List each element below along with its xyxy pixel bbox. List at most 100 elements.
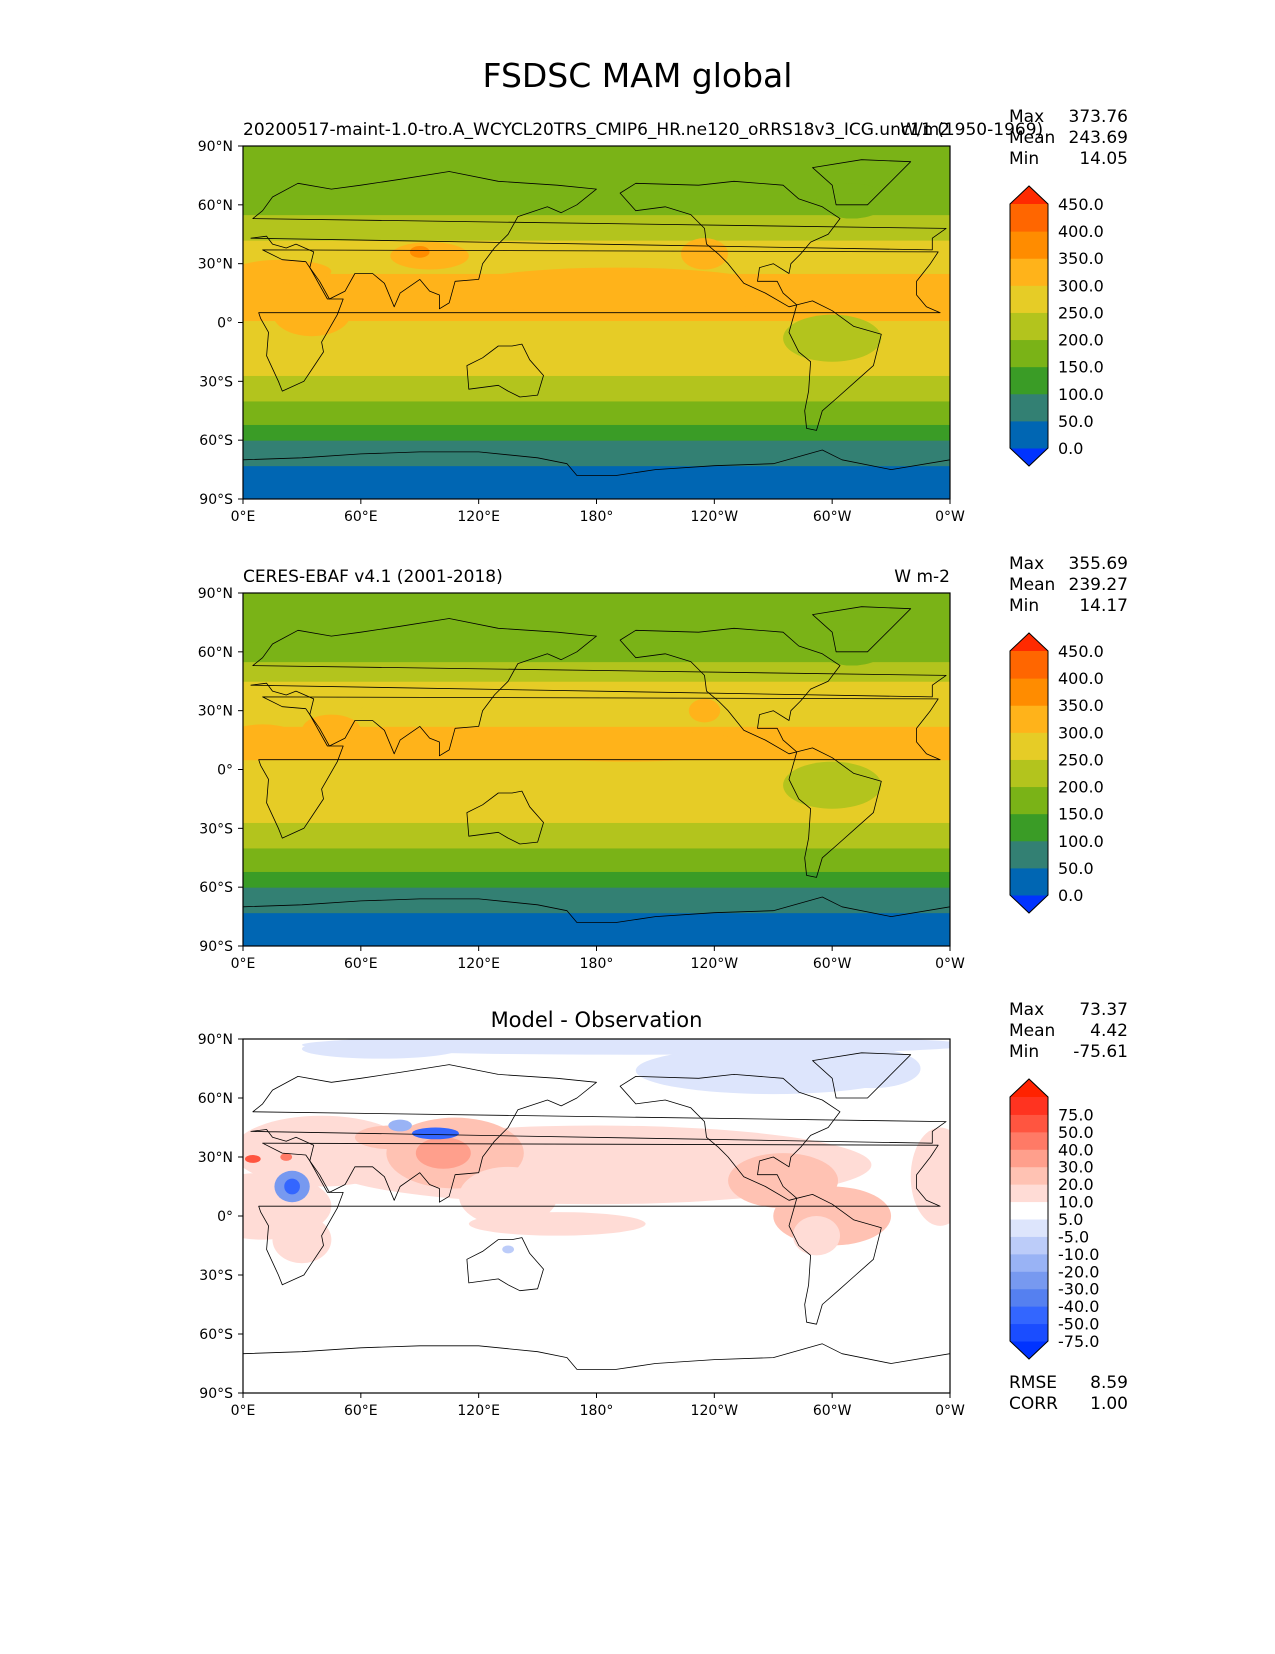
colorbar-label: -10.0: [1058, 1245, 1099, 1264]
y-tick-label: 90°N: [198, 139, 233, 155]
colorbar-segment: [1010, 786, 1048, 815]
value-band: [243, 424, 950, 441]
value-region: [688, 698, 721, 723]
y-tick-label: 60°S: [199, 880, 233, 896]
value-region: [816, 630, 888, 666]
coastline-antarctica: [243, 449, 950, 499]
value-band: [243, 400, 950, 425]
colorbar-label: 10.0: [1058, 1193, 1094, 1212]
x-tick-label: 120°E: [457, 1403, 500, 1419]
value-region: [243, 724, 302, 756]
stat-value: 239.27: [1069, 575, 1128, 595]
x-tick-label: 60°E: [344, 1403, 378, 1419]
colorbar-label: 250.0: [1058, 303, 1104, 322]
panel-left-title: 20200517-maint-1.0-tro.A_WCYCL20TRS_CMIP…: [243, 120, 1043, 140]
value-region: [272, 1216, 332, 1264]
colorbar-segment: [1010, 1323, 1048, 1342]
value-band: [243, 440, 950, 467]
panel-difference: 0°E 60°E 120°E 180° 120°W 60°W 0°W 90°N 60°N 30°N…: [198, 1000, 1128, 1419]
x-tick-label: 120°E: [457, 956, 500, 972]
value-region: [449, 267, 784, 315]
value-region: [498, 730, 754, 762]
value-band: [243, 681, 950, 727]
colorbar-extend-max: [1010, 1079, 1048, 1097]
x-tick-label: 120°W: [691, 1403, 739, 1419]
x-tick-label: 180°: [580, 956, 614, 972]
colorbar-label: 450.0: [1058, 195, 1104, 214]
panel-units: W m-2: [894, 567, 950, 587]
colorbar-segment: [1010, 1149, 1048, 1168]
colorbar-label: 75.0: [1058, 1105, 1094, 1124]
x-tick-label: 180°: [580, 509, 614, 525]
y-tick-label: 90°S: [199, 492, 233, 508]
stat-label: Max: [1009, 1000, 1044, 1020]
value-band: [243, 195, 950, 216]
colorbar-segment: [1010, 231, 1048, 259]
y-tick-label: 90°N: [198, 1032, 233, 1048]
y-tick-label: 0°: [217, 763, 233, 779]
y-tick-label: 60°N: [198, 645, 233, 661]
colorbar-segment: [1010, 813, 1048, 842]
y-tick-label: 90°S: [199, 939, 233, 955]
value-region: [360, 698, 440, 723]
stat-label: Min: [1009, 1042, 1039, 1062]
coastline-south-america: [788, 747, 882, 878]
coastline-antarctica: [243, 1343, 950, 1393]
x-tick-label: 0°E: [231, 956, 256, 972]
colorbar-label: 50.0: [1058, 859, 1094, 878]
value-region: [502, 1245, 515, 1254]
colorbar-label: 150.0: [1058, 358, 1104, 377]
y-tick-label: 0°: [217, 316, 233, 332]
colorbar-segment: [1010, 651, 1048, 679]
x-tick-label: 120°E: [457, 509, 500, 525]
coastline-south-america: [788, 1194, 882, 1325]
x-tick-label: 0°E: [231, 1403, 256, 1419]
stat-label: Max: [1009, 554, 1044, 574]
colorbar-label: 350.0: [1058, 696, 1104, 715]
value-region: [783, 314, 882, 362]
value-region: [354, 1125, 426, 1150]
value-band: [243, 214, 950, 241]
panel-center-title: Model - Observation: [491, 1008, 703, 1032]
value-band: [243, 465, 950, 499]
colorbar-segment: [1010, 1114, 1048, 1133]
value-region: [459, 1166, 558, 1226]
colorbar-segment: [1010, 1271, 1048, 1290]
stat-value: 14.17: [1079, 596, 1128, 616]
value-region: [301, 1039, 460, 1059]
colorbar-label: 40.0: [1058, 1140, 1094, 1159]
y-tick-label: 30°N: [198, 257, 233, 273]
colorbar-label: -5.0: [1058, 1227, 1089, 1246]
colorbar-segment: [1010, 867, 1048, 896]
value-region: [244, 1155, 261, 1163]
value-region: [792, 1216, 841, 1256]
y-tick-label: 60°S: [199, 1327, 233, 1343]
y-tick-label: 60°N: [198, 1091, 233, 1107]
colorbar-segment: [1010, 258, 1048, 286]
value-region: [388, 1119, 412, 1132]
colorbar-segment: [1010, 678, 1048, 706]
colorbar-label: 300.0: [1058, 723, 1104, 742]
y-tick-label: 30°N: [198, 1150, 233, 1166]
x-tick-label: 180°: [580, 1403, 614, 1419]
colorbar-segment: [1010, 312, 1048, 341]
value-band: [243, 822, 950, 849]
coastline-antarctica: [243, 896, 950, 946]
colorbar-segment: [1010, 1131, 1048, 1150]
stat-label: Min: [1009, 596, 1039, 616]
colorbar-extend-max: [1010, 633, 1048, 651]
coastline-north-america: [619, 180, 841, 308]
value-band: [243, 871, 950, 888]
colorbar-label: 400.0: [1058, 222, 1104, 241]
colorbar-segment: [1010, 1184, 1048, 1203]
value-region: [680, 238, 729, 270]
extra-stat-value: 1.00: [1090, 1394, 1128, 1414]
colorbar-label: -20.0: [1058, 1262, 1099, 1281]
colorbar-label: 30.0: [1058, 1158, 1094, 1177]
colorbar-segment: [1010, 1219, 1048, 1237]
y-tick-label: 30°S: [199, 374, 233, 390]
colorbar-segment: [1010, 204, 1048, 232]
x-tick-label: 0°E: [231, 509, 256, 525]
map-area: [243, 1039, 950, 1393]
